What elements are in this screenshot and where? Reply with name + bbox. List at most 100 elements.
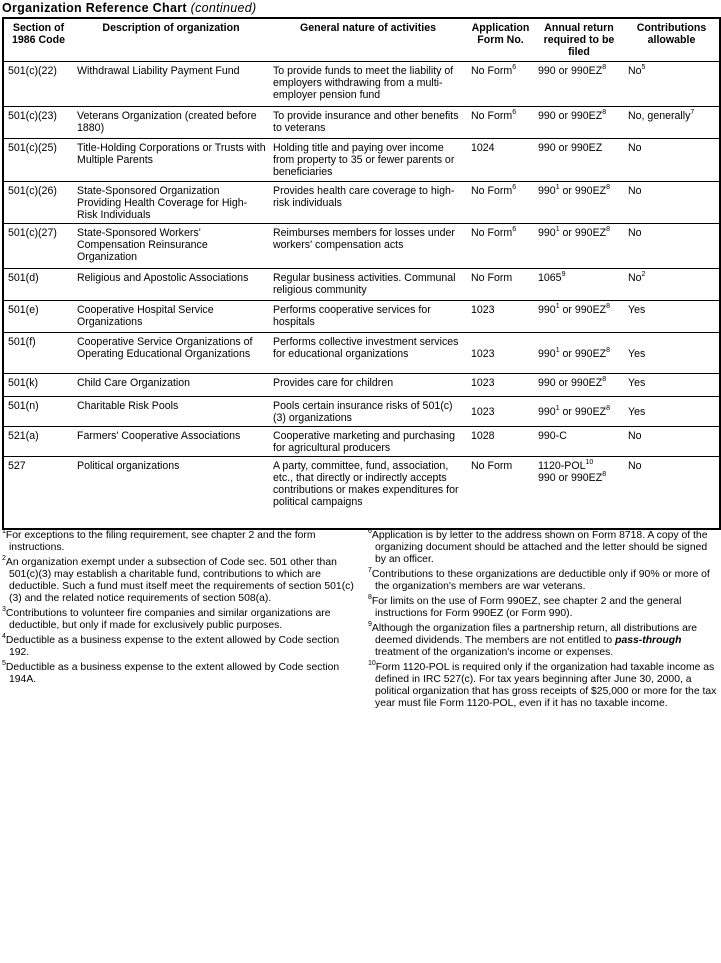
title-main: Organization Reference Chart xyxy=(2,1,187,15)
footnote-ref: 8 xyxy=(602,64,607,71)
footnotes-right: 6Application is by letter to the address… xyxy=(368,528,718,713)
cell-activities: Cooperative marketing and purchasing for… xyxy=(269,426,467,457)
cell-annual-return: 9901 or 990EZ8 xyxy=(534,223,624,269)
footnote-ref: 8 xyxy=(606,346,611,354)
footnote-number: 8 xyxy=(368,594,372,601)
footnote-ref: 8 xyxy=(606,184,611,191)
cell-section: 501(c)(22) xyxy=(3,61,73,107)
footnote-ref: 1 xyxy=(555,405,560,412)
contrib-text: Yes xyxy=(628,377,646,389)
cell-annual-return: 990 or 990EZ xyxy=(534,138,624,182)
header-row: Section of 1986 Code Description of orga… xyxy=(3,18,720,62)
cell-activities: Pools certain insurance risks of 501(c)(… xyxy=(269,396,467,427)
cell-activities: Regular business activities. Communal re… xyxy=(269,268,467,301)
contrib-text: Yes xyxy=(628,406,646,418)
cell-section: 501(c)(27) xyxy=(3,223,73,269)
form-text: No Form xyxy=(471,272,513,284)
contrib-text: No xyxy=(628,142,642,154)
cell-contributions: No5 xyxy=(624,61,720,107)
form-text: 1023 xyxy=(471,406,495,418)
header-form: Application Form No. xyxy=(467,18,534,62)
footnote-number: 10 xyxy=(368,660,376,667)
footnote: 4Deductible as a business expense to the… xyxy=(2,633,357,659)
cell-form: 1024 xyxy=(467,138,534,182)
cell-form: 1023 xyxy=(467,373,534,397)
cell-description: Child Care Organization xyxy=(73,373,269,397)
footnote: 9Although the organization files a partn… xyxy=(368,621,718,659)
header-section: Section of 1986 Code xyxy=(3,18,73,62)
return-text: or 990EZ xyxy=(559,227,607,239)
cell-section: 501(k) xyxy=(3,373,73,397)
cell-form: No Form xyxy=(467,268,534,301)
table-row: 501(f) Cooperative Service Organizations … xyxy=(3,332,720,374)
form-text: 1028 xyxy=(471,430,495,442)
cell-contributions: Yes xyxy=(624,332,720,374)
footnote: 2An organization exempt under a subsecti… xyxy=(2,555,357,605)
form-text: 1023 xyxy=(471,304,495,316)
cell-section: 501(c)(26) xyxy=(3,181,73,224)
footnote-text: Application is by letter to the address … xyxy=(371,530,708,565)
table-row: 527 Political organizations A party, commi… xyxy=(3,456,720,529)
return-text: 990 or 990EZ xyxy=(538,472,603,484)
cell-section: 501(f) xyxy=(3,332,73,374)
form-text: 1023 xyxy=(471,347,495,360)
form-text: No Form xyxy=(471,110,513,122)
cell-activities: To provide funds to meet the liability o… xyxy=(269,61,467,107)
cell-activities: A party, committee, fund, association, e… xyxy=(269,456,467,529)
cell-description: Cooperative Hospital Service Organizatio… xyxy=(73,300,269,333)
cell-activities: Performs cooperative services for hospit… xyxy=(269,300,467,333)
return-text: 990 or 990EZ xyxy=(538,142,603,154)
cell-contributions: No, generally7 xyxy=(624,106,720,139)
cell-description: Political organizations xyxy=(73,456,269,529)
header-contributions: Contributions allowable xyxy=(624,18,720,62)
footnote-text: For limits on the use of Form 990EZ, see… xyxy=(371,596,682,619)
form-text: No Form xyxy=(471,460,513,472)
return-text: or 990EZ xyxy=(559,304,607,316)
return-text: 990 or 990EZ xyxy=(538,377,603,389)
table-row: 501(n) Charitable Risk Pools Pools certain… xyxy=(3,396,720,427)
cell-description: Title-Holding Corporations or Trusts wit… xyxy=(73,138,269,182)
footnote-ref: 8 xyxy=(606,405,611,412)
cell-form: 1023 xyxy=(467,300,534,333)
footnote-text: treatment of the organization's income o… xyxy=(375,647,614,658)
contrib-text: No xyxy=(628,460,642,472)
footnote-ref: 9 xyxy=(561,271,566,278)
footnote-ref: 6 xyxy=(512,184,517,191)
contrib-text: No xyxy=(628,65,642,77)
table-row: 501(d) Religious and Apostolic Associatio… xyxy=(3,268,720,301)
cell-activities: Reimburses members for losses under work… xyxy=(269,223,467,269)
cell-contributions: No xyxy=(624,181,720,224)
cell-description: State-Sponsored Organization Providing H… xyxy=(73,181,269,224)
cell-section: 501(d) xyxy=(3,268,73,301)
contrib-text: No xyxy=(628,430,642,442)
footnote-ref: 1 xyxy=(555,346,560,354)
footnote-number: 1 xyxy=(2,528,6,535)
footnote-ref: 8 xyxy=(606,226,611,233)
cell-description: Veterans Organization (created before 18… xyxy=(73,106,269,139)
footnote-text: An organization exempt under a subsectio… xyxy=(5,557,354,604)
cell-activities: Holding title and paying over income fro… xyxy=(269,138,467,182)
cell-annual-return: 9901 or 990EZ8 xyxy=(534,396,624,427)
footnote-text: Deductible as a business expense to the … xyxy=(5,635,340,658)
contrib-text: Yes xyxy=(628,304,646,316)
footnote-ref: 1 xyxy=(555,226,560,233)
footnotes-left: 1For exceptions to the filing requiremen… xyxy=(2,528,357,689)
cell-activities: To provide insurance and other benefits … xyxy=(269,106,467,139)
cell-form: 1028 xyxy=(467,426,534,457)
cell-form: No Form xyxy=(467,456,534,529)
return-text: 990 or 990EZ xyxy=(538,110,603,122)
footnote-ref: 2 xyxy=(641,271,646,278)
footnote: 7Contributions to these organizations ar… xyxy=(368,567,718,593)
table-row: 521(a) Farmers' Cooperative Associations C… xyxy=(3,426,720,457)
footnote: 10Form 1120-POL is required only if the … xyxy=(368,660,718,710)
table-row: 501(c)(23) Veterans Organization (created… xyxy=(3,106,720,139)
footnote-text: For exceptions to the filing requirement… xyxy=(5,530,316,553)
footnote-number: 5 xyxy=(2,660,6,667)
cell-activities: Provides health care coverage to high-ri… xyxy=(269,181,467,224)
cell-section: 527 xyxy=(3,456,73,529)
contrib-text: Yes xyxy=(628,347,646,360)
return-text: or 990EZ xyxy=(559,406,607,418)
return-text: 990-C xyxy=(538,430,567,442)
cell-annual-return: 990 or 990EZ8 xyxy=(534,373,624,397)
cell-form: No Form6 xyxy=(467,106,534,139)
